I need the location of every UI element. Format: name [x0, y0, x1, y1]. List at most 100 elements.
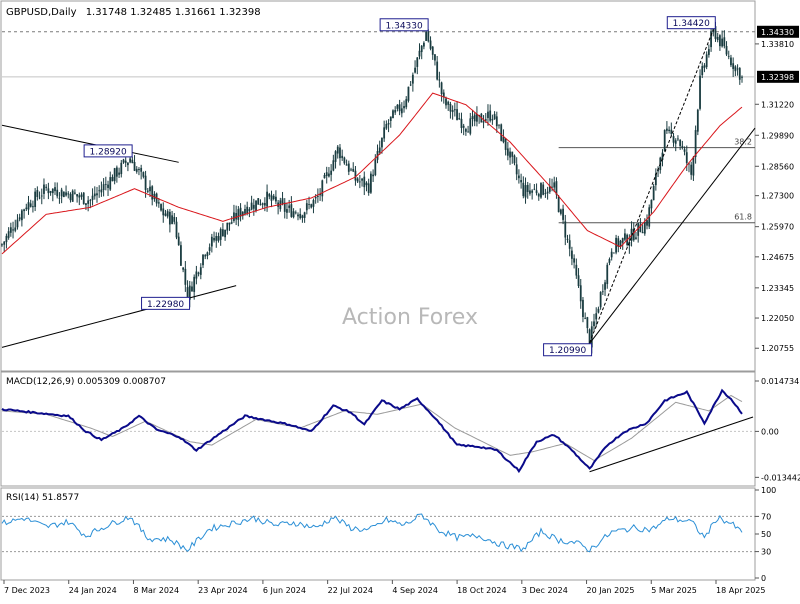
price-tick-label-4: 1.27300	[761, 192, 794, 201]
candle	[363, 171, 366, 196]
candle	[586, 316, 589, 334]
rsi-tick-label-2: 50	[761, 530, 771, 539]
candle-body	[367, 183, 370, 193]
candle	[447, 100, 450, 111]
candle	[281, 191, 284, 206]
candle	[323, 172, 326, 179]
annotation-box-0	[83, 144, 133, 158]
candle-body	[58, 197, 61, 199]
candle-body	[694, 130, 697, 158]
price-tick-label-8: 1.22050	[761, 314, 794, 323]
candle-body	[133, 162, 136, 171]
candle-body	[184, 268, 187, 285]
annotation-box-3	[543, 343, 593, 357]
candle	[387, 119, 390, 133]
candle-body	[608, 259, 611, 263]
candle-body	[144, 175, 147, 190]
candle	[719, 34, 721, 51]
candle	[533, 184, 536, 191]
candle-body	[290, 204, 293, 217]
candle-body	[411, 74, 414, 84]
candle	[557, 194, 560, 213]
candle-body	[511, 151, 514, 157]
candle-body	[164, 213, 167, 216]
candle	[491, 114, 494, 125]
candle	[290, 196, 293, 218]
candle-body	[107, 184, 109, 188]
candle-body	[259, 204, 262, 206]
price-tick-label-1: 1.31220	[761, 100, 794, 109]
candle	[113, 167, 116, 185]
candle-body	[54, 187, 56, 192]
candle-body	[166, 211, 169, 217]
candle-body	[540, 183, 542, 198]
candle-body	[723, 37, 726, 47]
candle	[438, 71, 441, 88]
candle	[526, 181, 529, 199]
candle	[301, 214, 304, 223]
date-tick-label-10: 5 Mar 2025	[651, 586, 697, 595]
candle-body	[394, 109, 397, 113]
candle-body	[734, 66, 737, 72]
candle	[73, 189, 76, 195]
candle	[115, 165, 118, 183]
candle	[606, 262, 609, 289]
candle-body	[624, 233, 626, 240]
trendline-2	[589, 127, 756, 344]
candle	[504, 138, 507, 156]
candle	[460, 112, 463, 134]
candle-body	[584, 318, 587, 320]
candle	[434, 54, 436, 66]
candle	[509, 147, 511, 165]
candle-body	[23, 209, 25, 212]
candle-body	[62, 191, 65, 198]
candle	[334, 150, 337, 169]
candle-body	[652, 185, 655, 201]
candle-body	[283, 202, 286, 212]
price-annotation: 1.34330	[379, 18, 429, 32]
macd-title: MACD(12,26,9) 0.005309 0.008707	[6, 377, 166, 387]
candle	[111, 174, 114, 182]
candle-body	[524, 185, 527, 198]
date-tick-label-11: 18 Apr 2025	[716, 586, 765, 595]
candle-body	[438, 79, 441, 81]
macd-trendline	[589, 416, 754, 473]
candle-body	[27, 202, 30, 210]
annotation-label-0: 1.28920	[90, 147, 127, 157]
candle-body	[191, 286, 193, 292]
candle	[741, 75, 743, 83]
candle	[701, 62, 704, 79]
candle	[372, 169, 375, 182]
candle	[389, 116, 392, 128]
candle	[168, 209, 171, 233]
candle	[206, 251, 209, 260]
candle	[312, 198, 315, 214]
high-price-tag: 1.34330	[761, 28, 794, 37]
candle-body	[177, 236, 180, 246]
candle	[738, 67, 741, 85]
candle	[233, 204, 235, 223]
candle	[199, 263, 202, 280]
candle	[40, 188, 43, 205]
rsi-tick-label-3: 30	[761, 548, 771, 557]
candle-body	[239, 207, 242, 217]
candle-body	[610, 251, 613, 258]
candle-body	[356, 178, 359, 182]
candle-body	[383, 127, 386, 139]
candle-body	[171, 215, 173, 224]
candle	[16, 214, 19, 230]
candle	[469, 112, 472, 136]
candle-body	[60, 189, 63, 197]
candle	[32, 200, 34, 213]
price-annotation: 1.22980	[141, 296, 191, 310]
candle-body	[403, 106, 405, 109]
candle	[213, 231, 215, 243]
candle-body	[281, 198, 284, 204]
candle	[482, 115, 485, 129]
candle	[599, 291, 602, 310]
candle-body	[531, 190, 534, 193]
candle-body	[396, 104, 399, 109]
candle	[182, 266, 185, 273]
candle	[365, 181, 368, 192]
